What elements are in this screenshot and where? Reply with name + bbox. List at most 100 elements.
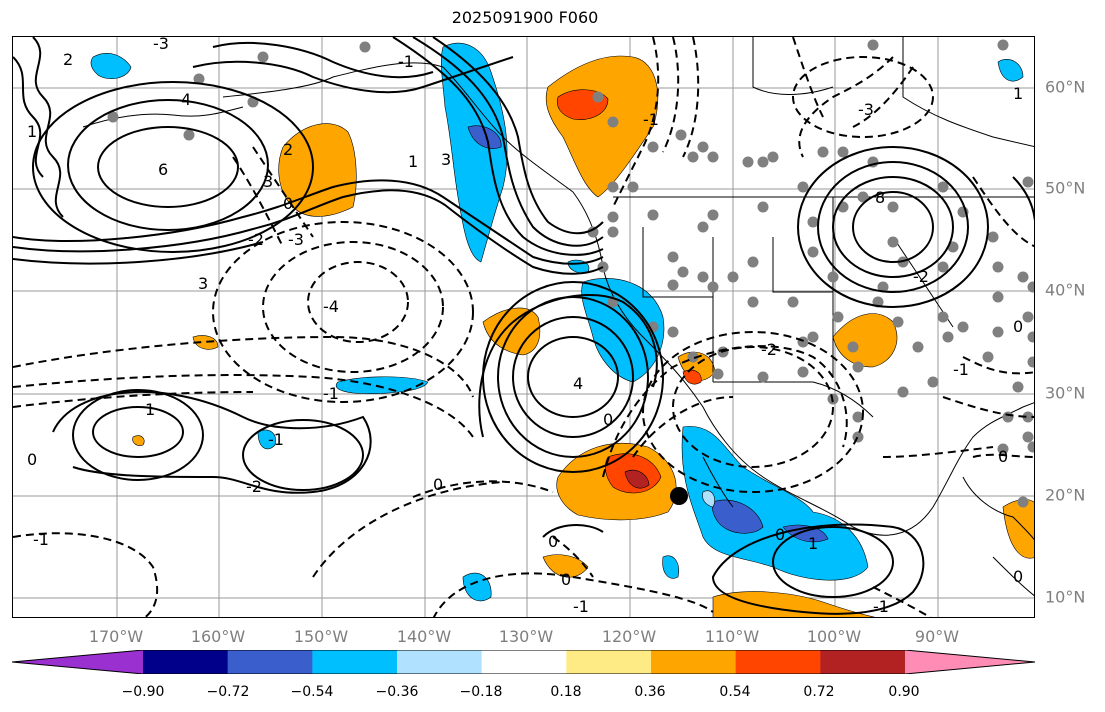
shade-cyan-8 bbox=[462, 572, 492, 602]
lat-label: 40°N bbox=[1045, 280, 1086, 300]
contour-label: 1 bbox=[408, 152, 418, 171]
map-panel: -3 1 2 4 6 3 2 0 -2 -3 -4 -1 1 -1 0 -2 0… bbox=[12, 36, 1035, 618]
contour-label: 1 bbox=[808, 534, 818, 553]
contour-label: 0 bbox=[998, 447, 1008, 466]
colorbar-tick-label: 0.90 bbox=[888, 684, 920, 700]
colorbar-tick-label: −0.18 bbox=[459, 684, 503, 700]
lon-label: 150°W bbox=[293, 627, 349, 646]
shade-orange-11 bbox=[132, 435, 145, 446]
colorbar-cell bbox=[651, 650, 737, 674]
colorbar-cell bbox=[735, 650, 821, 674]
colorbar-tick-label: 0.36 bbox=[634, 684, 666, 700]
contour-label: 0 bbox=[603, 410, 613, 429]
shade-orange-2 bbox=[545, 55, 659, 198]
colorbar-tick-label: −0.36 bbox=[375, 684, 419, 700]
shade-cyan-1 bbox=[441, 42, 508, 263]
contour-label: 0 bbox=[433, 475, 443, 494]
lon-label: 130°W bbox=[498, 627, 554, 646]
shade-orange-7 bbox=[1002, 499, 1034, 559]
lon-label: 140°W bbox=[396, 627, 452, 646]
shade-darkred-1 bbox=[624, 469, 650, 489]
shade-red-3 bbox=[682, 369, 702, 385]
lon-label: 100°W bbox=[806, 627, 862, 646]
colorbar-cell bbox=[397, 650, 483, 674]
contour-label: -3 bbox=[288, 230, 304, 249]
contour-label: 0 bbox=[548, 532, 558, 551]
storm-position-marker bbox=[670, 487, 688, 505]
contour-label: -2 bbox=[761, 340, 777, 359]
colorbar bbox=[12, 650, 1036, 674]
positive-contours bbox=[13, 37, 1034, 615]
anomaly-shading bbox=[90, 42, 1034, 617]
contour-label: 0 bbox=[561, 570, 571, 589]
contour-label: 3 bbox=[441, 150, 451, 169]
lon-label: 120°W bbox=[601, 627, 657, 646]
lon-label: 90°W bbox=[914, 627, 960, 646]
shade-cyan-4 bbox=[90, 53, 132, 80]
colorbar-tick-label: −0.72 bbox=[206, 684, 250, 700]
shade-blue-3 bbox=[467, 125, 502, 149]
lon-label: 110°W bbox=[704, 627, 760, 646]
lat-label: 10°N bbox=[1045, 587, 1086, 607]
contour-label: -1 bbox=[398, 52, 414, 71]
contour-label: 3 bbox=[198, 274, 208, 293]
map-title: 2025091900 F060 bbox=[451, 8, 599, 27]
contour-label: -3 bbox=[153, 37, 169, 53]
shade-orange-10 bbox=[192, 335, 219, 350]
contour-label: 0 bbox=[1013, 317, 1023, 336]
coastlines bbox=[82, 37, 1034, 597]
colorbar-tick-label: 0.18 bbox=[550, 684, 582, 700]
colorbar-cell bbox=[566, 650, 652, 674]
colorbar-tick-label: 0.72 bbox=[803, 684, 835, 700]
colorbar-cell bbox=[227, 650, 313, 674]
contour-label: 6 bbox=[158, 160, 168, 179]
shade-cyan-5 bbox=[335, 376, 429, 394]
contour-label: 4 bbox=[573, 374, 583, 393]
contour-label: -2 bbox=[246, 477, 262, 496]
contour-label: -3 bbox=[858, 100, 874, 119]
lat-label: 30°N bbox=[1045, 383, 1086, 403]
negative-contours bbox=[13, 37, 1034, 617]
contour-label: -4 bbox=[323, 297, 339, 316]
shade-lightblue-1 bbox=[702, 490, 715, 508]
station-markers bbox=[107, 39, 1034, 508]
colorbar-cell bbox=[312, 650, 398, 674]
contour-label: 2 bbox=[63, 50, 73, 69]
contour-label: -2 bbox=[248, 230, 264, 249]
contour-label: 2 bbox=[283, 140, 293, 159]
colorbar-tick-label: −0.54 bbox=[290, 684, 334, 700]
contour-label: -1 bbox=[873, 597, 889, 616]
colorbar-cell bbox=[905, 650, 1035, 674]
lon-label: 170°W bbox=[88, 627, 144, 646]
shade-cyan-9 bbox=[662, 555, 679, 579]
lat-label: 20°N bbox=[1045, 485, 1086, 505]
lat-label: 50°N bbox=[1045, 178, 1086, 198]
contour-label: 1 bbox=[145, 400, 155, 419]
shade-cyan-7 bbox=[997, 58, 1024, 82]
colorbar-cell bbox=[143, 650, 229, 674]
contour-label: 1 bbox=[27, 122, 37, 141]
shade-orange-9 bbox=[712, 591, 876, 617]
contour-label: -1 bbox=[268, 430, 284, 449]
contour-label: -1 bbox=[643, 110, 659, 129]
contour-label: -1 bbox=[573, 597, 589, 616]
contour-label: 8 bbox=[875, 188, 885, 207]
contour-label: 0 bbox=[27, 450, 37, 469]
contour-label: -2 bbox=[913, 267, 929, 286]
colorbar-tick-label: −0.90 bbox=[121, 684, 165, 700]
contour-label: 3 bbox=[263, 172, 273, 191]
contour-label: 0 bbox=[775, 525, 785, 544]
contour-label: -1 bbox=[953, 360, 969, 379]
contour-label: 0 bbox=[1013, 567, 1023, 586]
shade-orange-8 bbox=[542, 554, 589, 578]
colorbar-tick-label: 0.54 bbox=[719, 684, 751, 700]
colorbar-cell bbox=[12, 650, 143, 674]
contour-labels: -3 1 2 4 6 3 2 0 -2 -3 -4 -1 1 -1 0 -2 0… bbox=[27, 37, 1023, 616]
lat-label: 60°N bbox=[1045, 77, 1086, 97]
colorbar-cell bbox=[481, 650, 567, 674]
lon-label: 160°W bbox=[190, 627, 246, 646]
colorbar-cell bbox=[820, 650, 906, 674]
shade-blue-1 bbox=[711, 499, 764, 534]
contour-label: 1 bbox=[1013, 84, 1023, 103]
shade-orange-5 bbox=[832, 313, 898, 368]
